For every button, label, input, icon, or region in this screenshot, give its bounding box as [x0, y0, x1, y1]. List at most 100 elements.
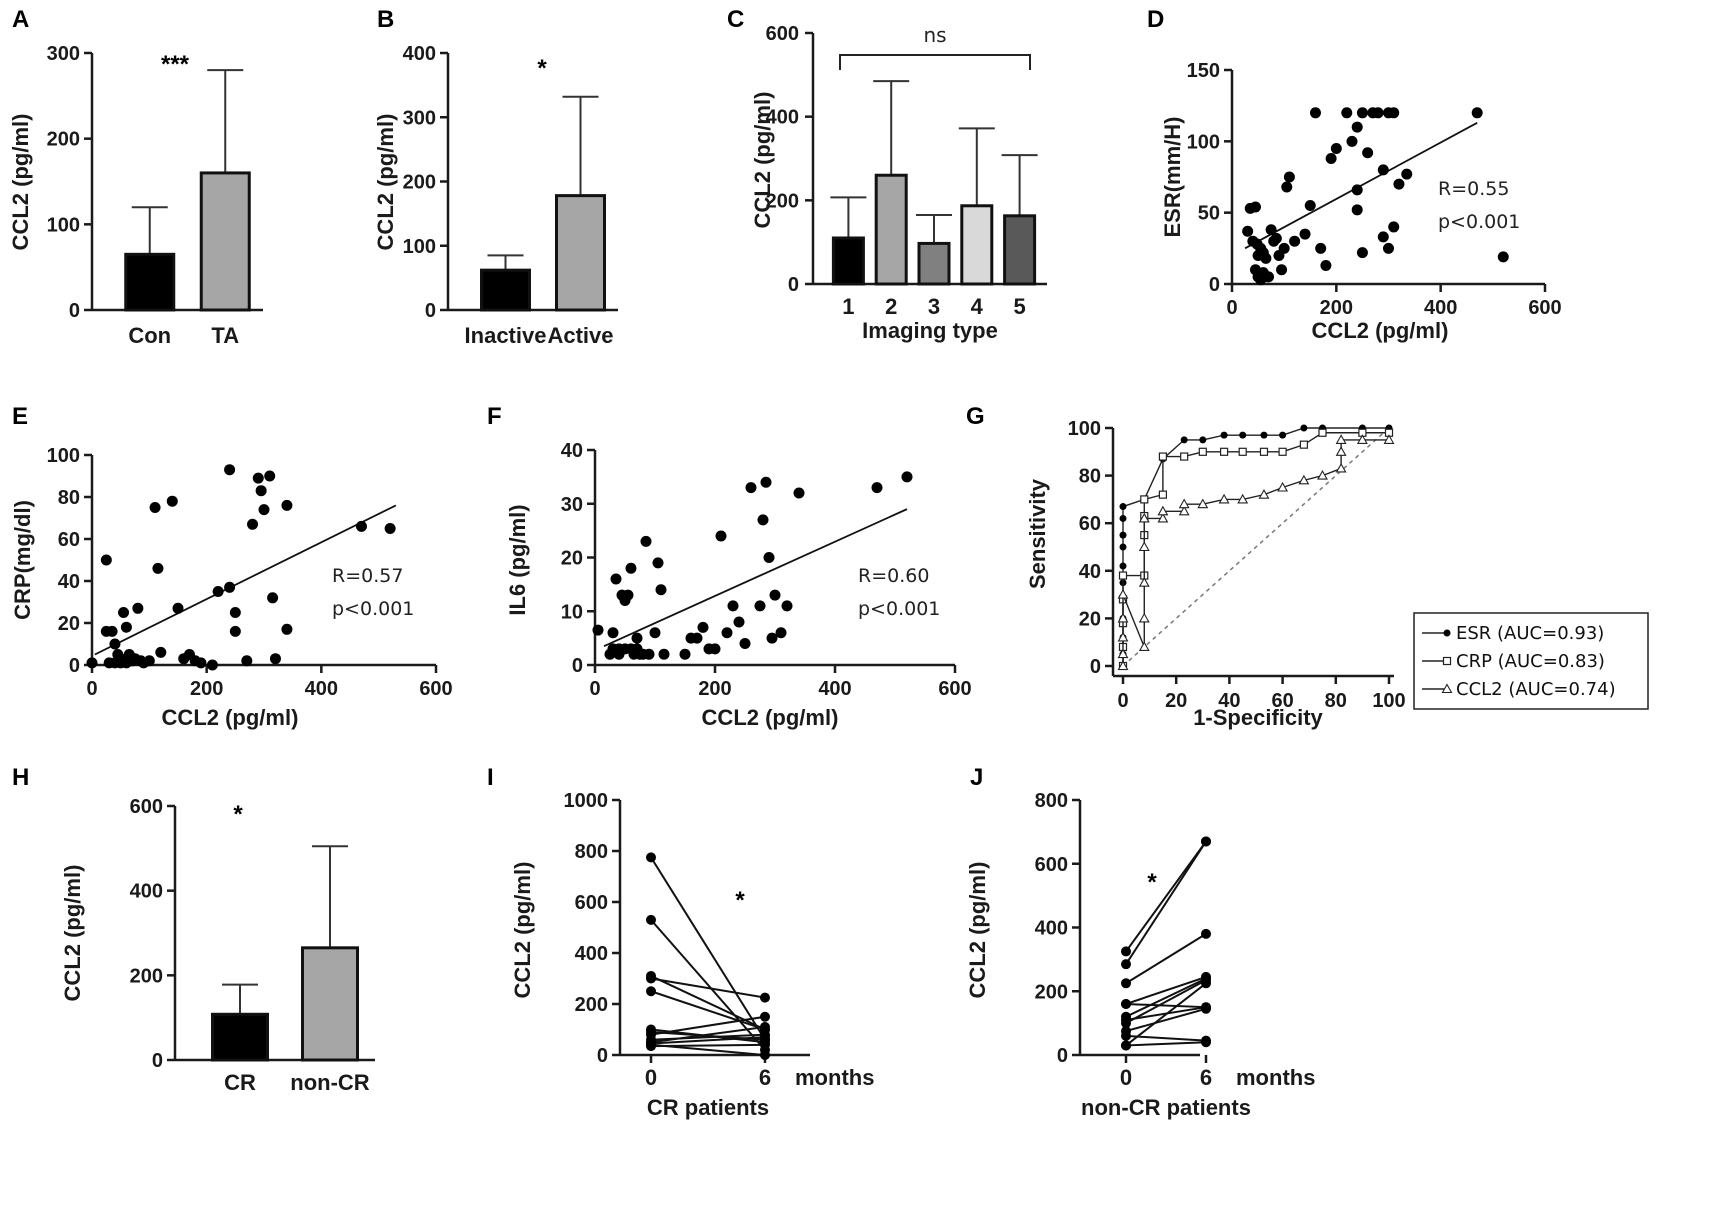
pair-point-J-2-1: [1201, 928, 1211, 939]
x-tick-label-G-3: 60: [1271, 690, 1293, 712]
point-F-41: [901, 471, 913, 483]
bar-C-4: [1003, 214, 1037, 286]
point-E-33: [255, 485, 267, 497]
point-E-36: [267, 592, 279, 604]
pair-point-I-12-1: [760, 1039, 770, 1050]
roc-marker-G-0-18: [1279, 431, 1287, 439]
point-F-25: [715, 530, 727, 542]
legend-marker-G-0: [1443, 629, 1451, 637]
x-tick-label-C-4: 5: [1013, 294, 1025, 319]
point-E-19: [172, 602, 184, 614]
p-value-E: p<0.001: [332, 598, 414, 620]
x-tick-label-E-3: 600: [419, 678, 452, 700]
x-tick-label-E-1: 200: [190, 678, 223, 700]
x-tick-label-F-3: 600: [938, 678, 971, 700]
roc-marker-G-1-9: [1158, 490, 1168, 499]
point-D-14: [1265, 224, 1277, 236]
point-F-15: [649, 627, 661, 639]
y-tick-label-F-3: 30: [561, 494, 583, 516]
y-tick-label-J-2: 400: [1035, 918, 1068, 940]
point-E-40: [355, 520, 367, 532]
roc-marker-G-0-16: [1239, 431, 1247, 439]
pair-point-J-0-0: [1121, 946, 1131, 957]
x-tick-label-D-3: 600: [1528, 297, 1561, 319]
y-tick-label-G-3: 60: [1079, 513, 1101, 535]
bar-C-2: [917, 241, 951, 286]
y-tick-label-A-0: 0: [69, 300, 80, 322]
panel-label-E: E: [12, 403, 28, 430]
point-E-6: [118, 607, 130, 618]
point-F-7: [622, 589, 634, 601]
point-D-37: [1356, 247, 1368, 259]
y-tick-label-J-0: 0: [1057, 1045, 1068, 1067]
roc-marker-G-2-4: [1117, 588, 1129, 599]
roc-marker-G-0-10: [1119, 503, 1127, 511]
point-D-32: [1351, 121, 1363, 133]
point-E-37: [269, 653, 281, 665]
y-tick-label-C-2: 400: [766, 107, 799, 129]
bar-H-1: [301, 946, 359, 1062]
point-E-28: [229, 607, 241, 618]
y-tick-label-H-3: 600: [130, 796, 163, 818]
pair-point-I-3-0: [646, 973, 656, 984]
x-tick-label-G-0: 0: [1117, 690, 1128, 712]
pair-point-J-2-0: [1121, 978, 1131, 989]
y-tick-label-A-2: 200: [47, 129, 80, 151]
pair-line-J-7: [1125, 1034, 1207, 1042]
pair-point-I-11-1: [760, 1050, 770, 1060]
bar-A-1: [199, 171, 251, 312]
roc-marker-G-2-3: [1117, 612, 1129, 623]
pair-point-I-12-0: [646, 1041, 656, 1052]
x-tick-label-E-2: 400: [305, 678, 338, 700]
point-E-26: [224, 464, 236, 476]
p-value-D: p<0.001: [1438, 211, 1520, 233]
x-tick-label-I-1: 6: [759, 1065, 771, 1090]
y-tick-label-B-3: 300: [403, 107, 436, 129]
point-D-23: [1299, 228, 1311, 240]
x-tick-label-G-1: 20: [1165, 690, 1187, 712]
pair-line-J-3: [1125, 975, 1207, 1005]
significance-J: *: [1147, 869, 1157, 896]
point-D-49: [1497, 251, 1509, 263]
point-D-13: [1263, 271, 1275, 283]
y-axis-label-G: Sensitivity: [1025, 478, 1050, 589]
point-D-21: [1283, 171, 1295, 183]
x-tick-label-B-0: Inactive: [465, 323, 547, 348]
reference-diagonal-G: [1122, 427, 1390, 667]
y-tick-label-C-1: 200: [766, 190, 799, 212]
pair-line-I-4: [650, 990, 766, 1031]
x-tick-label-D-0: 0: [1226, 297, 1237, 319]
point-E-16: [152, 562, 164, 574]
roc-marker-G-0-8: [1119, 531, 1127, 539]
y-tick-label-G-1: 20: [1079, 608, 1101, 630]
roc-marker-G-2-12: [1178, 505, 1190, 516]
roc-marker-G-1-11: [1180, 452, 1189, 461]
y-tick-label-F-1: 10: [561, 601, 583, 623]
y-axis-label-B: CCL2 (pg/ml): [373, 114, 398, 251]
point-E-41: [384, 523, 396, 534]
roc-marker-G-0-7: [1119, 543, 1127, 551]
y-tick-label-I-4: 800: [575, 841, 608, 863]
roc-marker-G-2-9: [1138, 512, 1150, 523]
x-axis-label-D: CCL2 (pg/ml): [1312, 318, 1449, 343]
panel-label-B: B: [377, 6, 394, 33]
significance-H: *: [233, 801, 243, 828]
point-E-15: [149, 502, 161, 513]
point-D-47: [1401, 168, 1413, 180]
pair-point-J-11-1: [1201, 978, 1211, 989]
point-D-18: [1276, 264, 1288, 276]
pair-point-I-7-1: [760, 1011, 770, 1022]
x-tick-label-C-1: 2: [885, 294, 897, 319]
y-tick-label-E-3: 60: [58, 529, 80, 551]
roc-marker-G-2-16: [1237, 493, 1249, 504]
pair-point-J-1-1: [1201, 836, 1211, 847]
pair-point-I-1-0: [646, 914, 656, 925]
point-D-29: [1330, 142, 1342, 154]
pair-point-I-10-1: [760, 1032, 770, 1043]
significance-I: *: [735, 887, 745, 914]
point-D-40: [1377, 164, 1389, 176]
legend-label-G-2: CCL2 (AUC=0.74): [1456, 679, 1616, 700]
y-tick-label-E-2: 40: [58, 571, 80, 593]
x-tick-label-A-1: TA: [211, 323, 239, 348]
